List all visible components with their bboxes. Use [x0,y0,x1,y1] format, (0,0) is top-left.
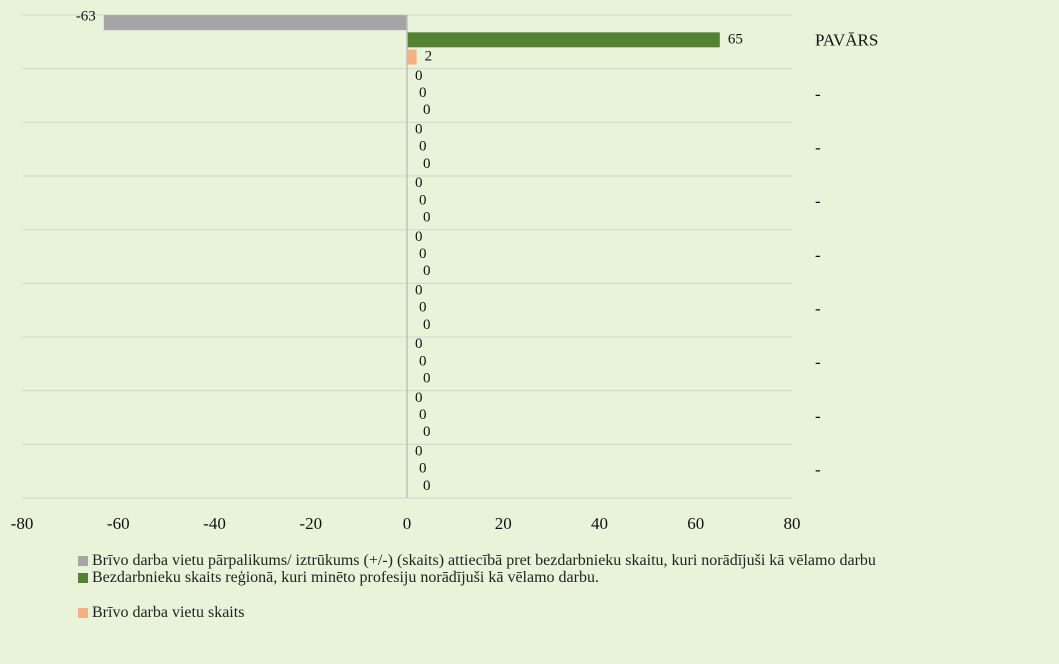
x-tick-label: 80 [784,514,801,533]
data-label: 0 [423,263,431,279]
data-label: 0 [419,353,427,369]
data-label: 0 [419,139,427,155]
x-tick-label: -60 [107,514,130,533]
legend-swatch [78,573,88,583]
category-label: - [815,406,821,425]
legend: Brīvo darba vietu pārpalikums/ iztrūkums… [78,552,1053,621]
data-label: 0 [423,209,431,225]
data-label: 0 [419,85,427,101]
category-label: PAVĀRS [815,31,878,50]
x-tick-label: 60 [687,514,704,533]
category-label: - [815,299,821,318]
data-label: 0 [423,478,431,494]
bar [103,15,407,31]
legend-swatch [78,608,88,618]
x-tick-label: 0 [403,514,412,533]
x-tick-label: 20 [495,514,512,533]
legend-item: Bezdarbnieku skaits reģionā, kuri minēto… [78,569,1053,586]
data-label: 0 [415,175,423,191]
data-label: 0 [423,317,431,333]
data-label: 0 [419,461,427,477]
category-label: - [815,245,821,264]
x-tick-label: 40 [591,514,608,533]
x-tick-label: -20 [299,514,322,533]
data-label: 0 [423,424,431,440]
data-label: 0 [415,282,423,298]
data-label: 0 [415,68,423,84]
data-label: 0 [415,390,423,406]
data-label: 65 [728,31,743,47]
data-label: 0 [415,336,423,352]
bar [407,32,720,48]
data-label: 0 [415,443,423,459]
legend-label: Brīvo darba vietu pārpalikums/ iztrūkums… [92,552,876,569]
category-label: - [815,353,821,372]
category-label: - [815,192,821,211]
data-label: 0 [419,300,427,316]
data-label: 0 [419,246,427,262]
legend-swatch [78,556,88,566]
data-label: 0 [415,121,423,137]
x-tick-label: -80 [11,514,34,533]
plot: -80 -60 -40 -20 0 20 40 60 80PAVĀRS-63652-000-00… [11,9,879,533]
category-label: - [815,138,821,157]
data-label: 0 [423,102,431,118]
legend-label: Bezdarbnieku skaits reģionā, kuri minēto… [92,569,599,586]
data-label: -63 [76,9,96,25]
data-label: 0 [419,192,427,208]
legend-item: Brīvo darba vietu pārpalikums/ iztrūkums… [78,552,1053,569]
legend-label: Brīvo darba vietu skaits [92,604,245,621]
legend-item: Brīvo darba vietu skaits [78,604,1053,621]
data-label: 0 [423,156,431,172]
data-label: 2 [425,48,433,64]
data-label: 0 [423,370,431,386]
bar [407,49,417,65]
category-label: - [815,460,821,479]
x-tick-label: -40 [203,514,226,533]
category-label: - [815,84,821,103]
data-label: 0 [415,229,423,245]
data-label: 0 [419,407,427,423]
